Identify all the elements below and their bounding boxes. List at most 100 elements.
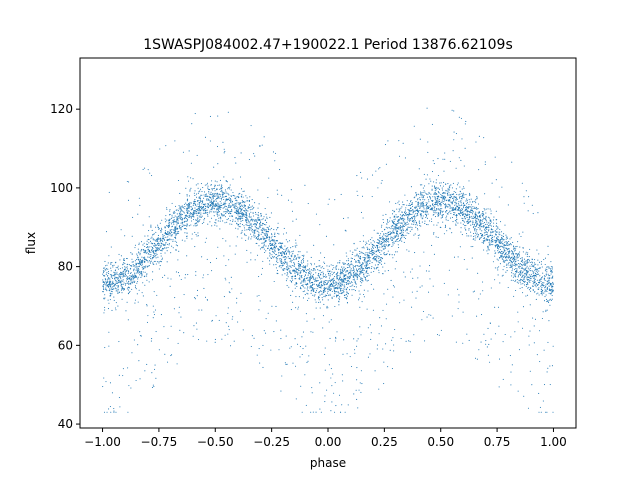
data-point (494, 239, 496, 241)
data-point (371, 254, 373, 256)
data-point (134, 299, 137, 301)
data-point (526, 253, 529, 256)
data-point (477, 217, 479, 219)
data-point (414, 224, 416, 226)
data-point (383, 248, 385, 250)
data-point (492, 237, 494, 239)
data-point (504, 244, 506, 246)
data-point (511, 258, 514, 260)
data-point (181, 210, 183, 212)
data-point (327, 271, 329, 273)
data-point (534, 285, 536, 287)
data-point (421, 184, 423, 186)
data-point (250, 223, 252, 225)
data-point (285, 249, 287, 251)
data-point (181, 214, 183, 216)
data-point (350, 272, 352, 275)
data-point (220, 186, 222, 188)
data-point (251, 335, 253, 337)
data-point (401, 206, 403, 208)
data-point (392, 242, 394, 244)
data-point (416, 290, 418, 292)
data-point (380, 260, 382, 262)
data-point (310, 290, 312, 292)
data-point (186, 223, 188, 225)
data-point (157, 224, 159, 226)
data-point (303, 278, 305, 280)
data-point (299, 356, 301, 358)
data-point (171, 235, 173, 237)
data-point (500, 221, 502, 223)
data-point (276, 259, 278, 261)
data-point (249, 228, 251, 230)
data-point (494, 230, 496, 232)
data-point (501, 255, 503, 257)
data-point (499, 231, 501, 233)
data-point (139, 271, 141, 273)
data-point (511, 364, 513, 366)
data-point (225, 279, 227, 281)
data-point (434, 216, 437, 218)
data-point (223, 176, 225, 178)
data-point (152, 234, 154, 236)
data-point (299, 264, 302, 267)
data-point (460, 197, 463, 199)
data-point (432, 210, 434, 212)
data-point (310, 256, 312, 259)
data-point (448, 192, 450, 194)
data-point (476, 198, 478, 200)
data-point (502, 269, 504, 271)
data-point (115, 309, 117, 311)
data-point (127, 272, 129, 275)
data-point (321, 297, 323, 299)
data-point (313, 290, 315, 293)
data-point (116, 285, 118, 287)
data-point (366, 262, 368, 264)
data-point (444, 152, 446, 154)
data-point (172, 247, 174, 249)
data-point (336, 278, 338, 280)
data-point (384, 262, 386, 264)
data-point (371, 174, 374, 176)
data-point (123, 275, 125, 277)
data-point (353, 338, 355, 340)
data-point (539, 261, 541, 263)
data-point (550, 271, 552, 273)
data-point (424, 220, 426, 222)
data-point (370, 283, 372, 285)
data-point (217, 208, 219, 210)
data-point (519, 278, 522, 280)
data-point (529, 270, 531, 272)
data-point (502, 235, 505, 238)
data-point (497, 252, 499, 254)
data-point (413, 334, 415, 336)
data-point (453, 139, 455, 141)
data-point (186, 210, 188, 212)
data-point (121, 273, 123, 275)
data-point (196, 295, 198, 297)
data-point (351, 270, 353, 272)
data-point (449, 205, 451, 207)
data-point (250, 206, 252, 208)
data-point (376, 257, 378, 259)
data-point (467, 213, 469, 215)
data-point (121, 298, 123, 300)
data-point (144, 251, 146, 253)
data-point (309, 282, 311, 284)
data-point (394, 268, 396, 270)
data-point (520, 283, 522, 285)
data-point (488, 227, 490, 229)
data-point (105, 281, 107, 283)
data-point (430, 193, 432, 195)
data-point (420, 213, 422, 215)
data-point (259, 362, 261, 364)
data-point (218, 319, 220, 321)
data-point (196, 200, 198, 202)
data-point (461, 217, 463, 219)
data-point (225, 203, 227, 205)
data-point (248, 213, 250, 215)
data-point (234, 253, 236, 255)
data-point (506, 266, 508, 269)
data-point (453, 199, 455, 201)
data-point (397, 240, 399, 243)
